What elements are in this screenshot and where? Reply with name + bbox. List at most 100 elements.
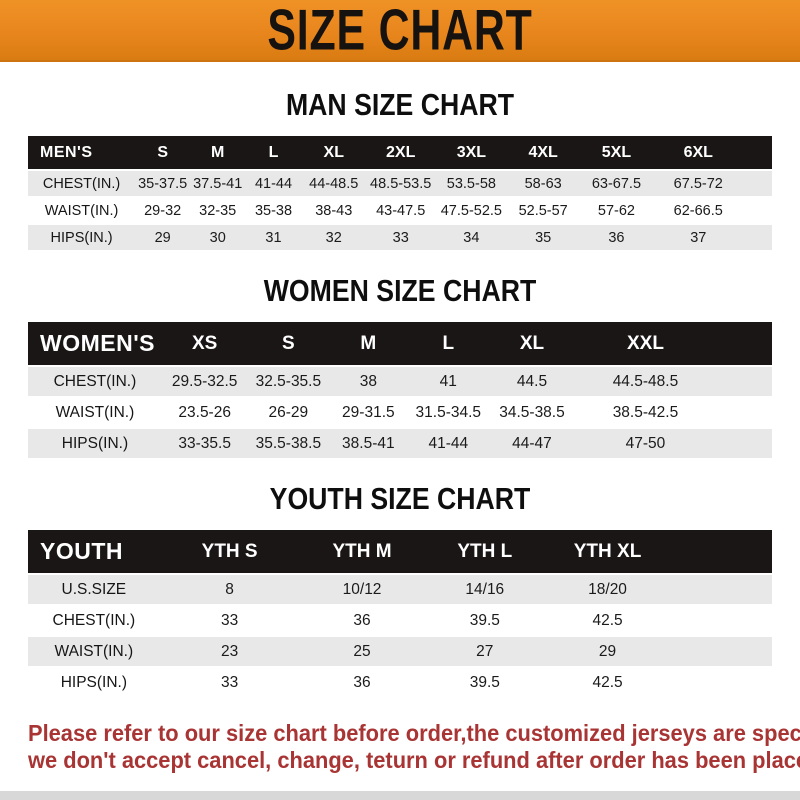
- womens-size-table: WOMEN'S XS S M L XL XXL CHEST(IN.) 29.5-32.5 32.5…: [28, 320, 772, 460]
- womens-size-value: 44.5-48.5: [574, 367, 717, 396]
- mens-row-filler: [742, 198, 772, 223]
- youth-row-label: WAIST(IN.): [28, 637, 160, 666]
- womens-size-column-header: XS: [161, 322, 248, 365]
- womens-size-column-header: S: [247, 322, 330, 365]
- youth-size-value: 33: [159, 606, 300, 635]
- mens-size-value: 63-67.5: [579, 171, 654, 196]
- youth-row-label: CHEST(IN.): [28, 606, 160, 635]
- youth-size-value: 14/16: [424, 575, 546, 604]
- youth-table-row: HIPS(IN.) 33 36 39.5 42.5: [28, 668, 772, 697]
- womens-size-section: WOMEN SIZE CHART WOMEN'S XS S M L XL XXL CHEST(…: [0, 273, 800, 460]
- mens-size-column-header: 2XL: [365, 136, 436, 169]
- youth-row-label: U.S.SIZE: [28, 575, 160, 604]
- mens-size-value: 47.5-52.5: [435, 198, 508, 223]
- mens-row-label: CHEST(IN.): [28, 171, 136, 196]
- youth-size-value: 39.5: [424, 606, 546, 635]
- womens-size-value: 31.5-34.5: [407, 398, 490, 427]
- mens-row-label: HIPS(IN.): [28, 225, 136, 250]
- mens-size-value: 34: [435, 225, 508, 250]
- disclaimer-line-2: we don't accept cancel, change, teturn o…: [28, 747, 800, 773]
- womens-size-value: 23.5-26: [161, 398, 248, 427]
- youth-header-label: YOUTH: [28, 530, 160, 573]
- womens-size-value: 41: [407, 367, 490, 396]
- mens-size-value: 35: [507, 225, 580, 250]
- size-chart-banner: SIZE CHART: [0, 0, 800, 62]
- youth-size-column-header: YTH L: [424, 530, 546, 573]
- womens-row-label: HIPS(IN.): [28, 429, 162, 458]
- womens-table-row: WAIST(IN.) 23.5-26 26-29 29-31.5 31.5-34.5 34…: [28, 398, 772, 427]
- womens-size-value: 33-35.5: [161, 429, 248, 458]
- womens-size-value: 29-31.5: [329, 398, 408, 427]
- mens-size-column-header: 4XL: [507, 136, 580, 169]
- youth-header-filler: [670, 530, 772, 573]
- womens-section-title: WOMEN SIZE CHART: [263, 273, 537, 308]
- mens-size-section: MAN SIZE CHART MEN'S S M L XL 2XL 3XL 4XL 5XL 6XL…: [0, 87, 800, 252]
- order-disclaimer-note: Please refer to our size chart before or…: [28, 720, 800, 774]
- womens-size-value: 35.5-38.5: [247, 429, 330, 458]
- youth-size-value: 25: [299, 637, 425, 666]
- womens-row-label: CHEST(IN.): [28, 367, 162, 396]
- womens-header-row: WOMEN'S XS S M L XL XXL: [28, 322, 772, 365]
- youth-size-value: 23: [159, 637, 300, 666]
- banner-title: SIZE CHART: [267, 0, 533, 62]
- womens-table-row: HIPS(IN.) 33-35.5 35.5-38.5 38.5-41 41-44 44-…: [28, 429, 772, 458]
- mens-header-label: MEN'S: [28, 136, 136, 169]
- youth-size-value: 10/12: [299, 575, 425, 604]
- womens-header-label: WOMEN'S: [28, 322, 162, 365]
- youth-row-filler: [670, 606, 772, 635]
- mens-table-row: WAIST(IN.) 29-32 32-35 35-38 38-43 43-47.5 47.…: [28, 198, 772, 223]
- youth-row-filler: [670, 575, 772, 604]
- mens-size-value: 30: [190, 225, 246, 250]
- mens-header-filler: [742, 136, 772, 169]
- womens-size-column-header: XXL: [574, 322, 717, 365]
- mens-size-value: 37: [653, 225, 743, 250]
- mens-size-value: 35-37.5: [135, 171, 191, 196]
- womens-size-value: 32.5-35.5: [247, 367, 330, 396]
- youth-size-column-header: YTH M: [299, 530, 425, 573]
- youth-size-value: 36: [299, 668, 425, 697]
- mens-row-filler: [742, 171, 772, 196]
- womens-size-value: 38.5-42.5: [574, 398, 717, 427]
- womens-row-filler: [716, 429, 772, 458]
- mens-size-value: 44-48.5: [301, 171, 366, 196]
- womens-size-value: 44-47: [489, 429, 575, 458]
- womens-size-value: 41-44: [407, 429, 490, 458]
- youth-size-value: 42.5: [545, 668, 671, 697]
- youth-row-label: HIPS(IN.): [28, 668, 160, 697]
- womens-size-column-header: L: [407, 322, 490, 365]
- youth-row-filler: [670, 668, 772, 697]
- womens-row-filler: [716, 367, 772, 396]
- mens-size-column-header: XL: [301, 136, 366, 169]
- womens-size-value: 47-50: [574, 429, 717, 458]
- mens-row-label: WAIST(IN.): [28, 198, 136, 223]
- mens-size-value: 57-62: [579, 198, 654, 223]
- youth-size-value: 8: [159, 575, 300, 604]
- mens-size-value: 32: [301, 225, 366, 250]
- youth-row-filler: [670, 637, 772, 666]
- bottom-gray-strip: [0, 791, 800, 800]
- youth-size-value: 36: [299, 606, 425, 635]
- mens-size-value: 53.5-58: [435, 171, 508, 196]
- mens-table-row: HIPS(IN.) 29 30 31 32 33 34 35 36 37: [28, 225, 772, 250]
- mens-size-column-header: 3XL: [435, 136, 508, 169]
- mens-table-row: CHEST(IN.) 35-37.5 37.5-41 41-44 44-48.5 48.5…: [28, 171, 772, 196]
- youth-size-column-header: YTH S: [159, 530, 300, 573]
- youth-size-section: YOUTH SIZE CHART YOUTH YTH S YTH M YTH L YTH…: [0, 481, 800, 699]
- youth-size-column-header: YTH XL: [545, 530, 671, 573]
- youth-size-value: 29: [545, 637, 671, 666]
- mens-size-value: 37.5-41: [190, 171, 246, 196]
- mens-size-column-header: S: [135, 136, 191, 169]
- mens-size-value: 41-44: [245, 171, 302, 196]
- mens-size-value: 32-35: [190, 198, 246, 223]
- mens-size-value: 67.5-72: [653, 171, 743, 196]
- mens-size-value: 38-43: [301, 198, 366, 223]
- youth-table-row: WAIST(IN.) 23 25 27 29: [28, 637, 772, 666]
- mens-section-title: MAN SIZE CHART: [285, 87, 515, 122]
- womens-size-column-header: M: [329, 322, 408, 365]
- mens-size-column-header: M: [190, 136, 246, 169]
- mens-size-value: 62-66.5: [653, 198, 743, 223]
- mens-header-row: MEN'S S M L XL 2XL 3XL 4XL 5XL 6XL: [28, 136, 772, 169]
- mens-size-value: 48.5-53.5: [365, 171, 436, 196]
- womens-header-filler: [716, 322, 772, 365]
